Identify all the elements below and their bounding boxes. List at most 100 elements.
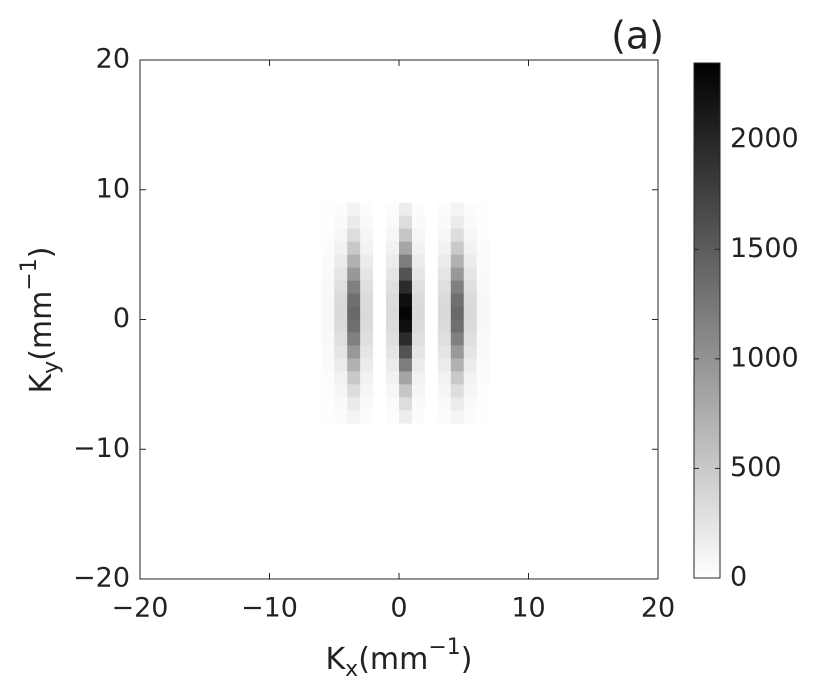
heat-cell — [399, 371, 413, 385]
heat-cell — [360, 215, 374, 229]
heat-cell — [399, 228, 413, 242]
heat-cell — [437, 241, 452, 255]
heat-cell — [386, 215, 400, 229]
colorbar — [693, 62, 721, 579]
heat-cell — [463, 306, 477, 320]
heat-cell — [450, 241, 465, 255]
heat-cell — [347, 319, 361, 333]
heat-cell — [321, 280, 335, 294]
heat-cell — [476, 384, 490, 398]
heat-cell — [399, 267, 413, 281]
heat-cell — [411, 332, 426, 346]
heat-cell — [437, 215, 452, 229]
heat-cell — [347, 397, 361, 411]
heat-cell — [386, 319, 400, 333]
heat-cell — [424, 267, 439, 281]
heat-cell — [347, 280, 361, 294]
heat-cell — [437, 280, 452, 294]
x-tick-label: 10 — [511, 593, 545, 624]
heat-cell — [386, 267, 400, 281]
y-tick-label: 10 — [96, 173, 130, 204]
heat-cell — [463, 397, 477, 411]
heat-cell — [411, 345, 426, 359]
heat-cell — [386, 410, 400, 424]
heat-cell — [437, 345, 452, 359]
heat-cell — [321, 267, 335, 281]
heat-cell — [321, 358, 335, 372]
heat-cell — [386, 280, 400, 294]
heat-cell — [334, 410, 348, 424]
x-tick-label: −10 — [241, 593, 298, 624]
colorbar-tick-label: 1000 — [730, 342, 799, 373]
heat-cell — [411, 397, 426, 411]
y-tick-label: −10 — [73, 433, 130, 464]
heat-cell — [373, 332, 387, 346]
heat-cell — [399, 397, 413, 411]
heat-cell — [373, 384, 387, 398]
heat-cell — [450, 358, 465, 372]
heat-cell — [347, 384, 361, 398]
heat-cell — [424, 293, 439, 307]
label-part: (mm — [358, 642, 428, 677]
heat-cell — [399, 254, 413, 268]
heat-cell — [321, 397, 335, 411]
heat-cell — [450, 319, 465, 333]
heat-cell — [476, 397, 490, 411]
heat-cell — [437, 228, 452, 242]
heat-cell — [424, 202, 439, 216]
heat-cell — [373, 241, 387, 255]
heat-cell — [450, 280, 465, 294]
heat-cell — [321, 410, 335, 424]
colorbar-tick-label: 2000 — [730, 123, 799, 154]
heat-cell — [437, 410, 452, 424]
heat-cell — [360, 306, 374, 320]
heat-cell — [476, 410, 490, 424]
heat-cell — [463, 202, 477, 216]
heat-cell — [399, 241, 413, 255]
heat-cell — [360, 280, 374, 294]
heat-cell — [450, 345, 465, 359]
colorbar-tick-label: 500 — [730, 452, 782, 483]
heat-cell — [321, 384, 335, 398]
heat-cell — [463, 241, 477, 255]
heat-cell — [347, 306, 361, 320]
heat-cell — [476, 241, 490, 255]
heat-cell — [360, 358, 374, 372]
heat-cell — [411, 384, 426, 398]
heat-cell — [373, 202, 387, 216]
heat-cell — [334, 332, 348, 346]
heat-cell — [437, 254, 452, 268]
heat-cell — [373, 358, 387, 372]
heat-cell — [399, 358, 413, 372]
heat-cell — [321, 332, 335, 346]
heat-cell — [360, 397, 374, 411]
heat-cell — [386, 254, 400, 268]
heat-cell — [437, 267, 452, 281]
heat-cell — [321, 228, 335, 242]
heat-cell — [373, 410, 387, 424]
heat-cell — [463, 410, 477, 424]
heat-cell — [360, 319, 374, 333]
heat-cell — [424, 306, 439, 320]
heat-cell — [321, 345, 335, 359]
heat-cell — [399, 332, 413, 346]
heat-cell — [424, 397, 439, 411]
heat-cell — [437, 371, 452, 385]
heat-cell — [411, 241, 426, 255]
heat-cell — [424, 345, 439, 359]
heat-cell — [450, 332, 465, 346]
heat-cell — [411, 358, 426, 372]
heat-cell — [476, 228, 490, 242]
heat-cell — [463, 332, 477, 346]
heat-cell — [334, 241, 348, 255]
heat-cell — [321, 254, 335, 268]
heat-cell — [347, 267, 361, 281]
label-part: K — [325, 642, 346, 677]
heat-cell — [347, 345, 361, 359]
heat-cell — [334, 345, 348, 359]
heat-cell — [386, 228, 400, 242]
heat-cell — [373, 319, 387, 333]
heat-cell — [386, 202, 400, 216]
heat-cell — [347, 371, 361, 385]
heat-cell — [334, 202, 348, 216]
